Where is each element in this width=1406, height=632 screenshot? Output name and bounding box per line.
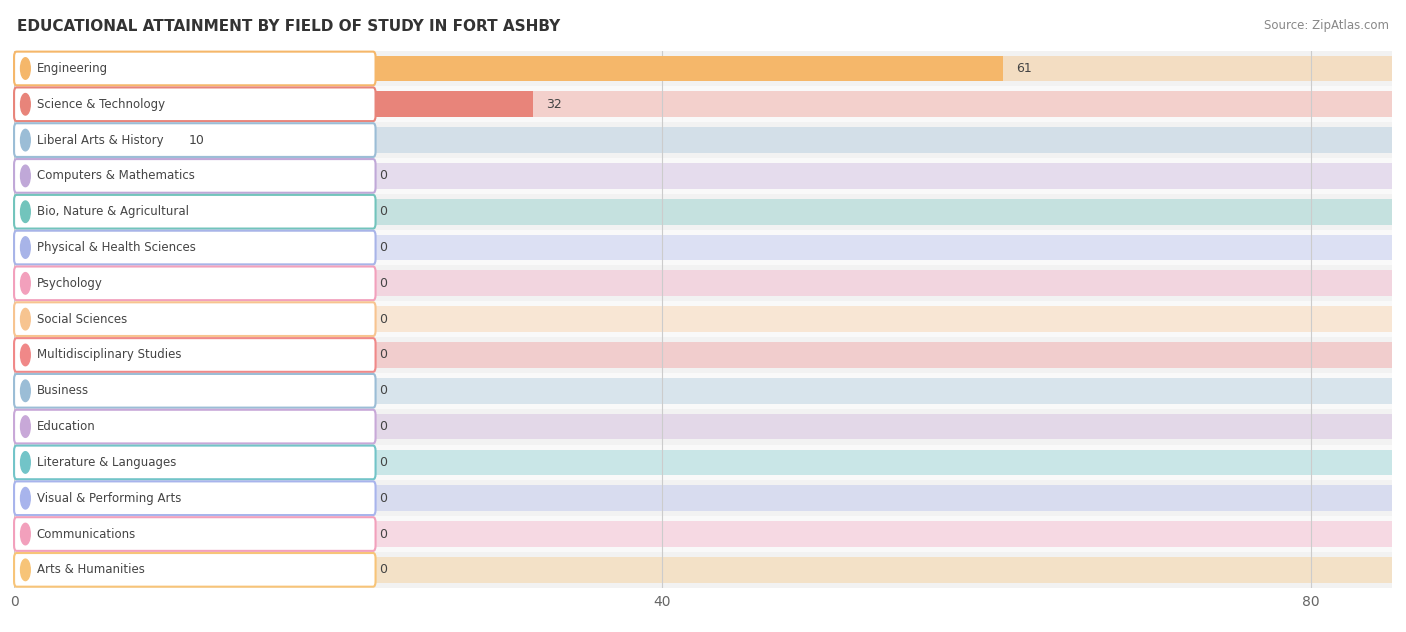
Bar bbox=[14, 92, 1392, 117]
Bar bbox=[14, 516, 1392, 552]
Bar bbox=[14, 449, 1392, 475]
FancyBboxPatch shape bbox=[14, 52, 375, 85]
Circle shape bbox=[21, 416, 31, 437]
Text: Arts & Humanities: Arts & Humanities bbox=[37, 563, 145, 576]
Text: Liberal Arts & History: Liberal Arts & History bbox=[37, 133, 163, 147]
Text: Psychology: Psychology bbox=[37, 277, 103, 290]
FancyBboxPatch shape bbox=[14, 482, 375, 515]
Bar bbox=[14, 127, 176, 153]
Bar bbox=[14, 234, 1392, 260]
Text: 0: 0 bbox=[378, 277, 387, 290]
Bar bbox=[14, 552, 1392, 588]
Text: 0: 0 bbox=[378, 563, 387, 576]
Bar bbox=[14, 163, 1392, 189]
Text: Business: Business bbox=[37, 384, 89, 398]
Bar bbox=[14, 378, 1392, 404]
Text: Visual & Performing Arts: Visual & Performing Arts bbox=[37, 492, 181, 505]
Bar bbox=[14, 158, 1392, 194]
Text: 0: 0 bbox=[378, 348, 387, 362]
Text: Communications: Communications bbox=[37, 528, 136, 540]
Bar bbox=[14, 480, 1392, 516]
Circle shape bbox=[21, 523, 31, 545]
Bar bbox=[14, 122, 1392, 158]
FancyBboxPatch shape bbox=[14, 195, 375, 229]
Text: Source: ZipAtlas.com: Source: ZipAtlas.com bbox=[1264, 19, 1389, 32]
Circle shape bbox=[21, 165, 31, 186]
Bar bbox=[14, 485, 1392, 511]
FancyBboxPatch shape bbox=[14, 446, 375, 479]
Bar bbox=[14, 521, 1392, 547]
Circle shape bbox=[21, 272, 31, 294]
Text: Literature & Languages: Literature & Languages bbox=[37, 456, 176, 469]
Bar bbox=[14, 409, 1392, 444]
Circle shape bbox=[21, 308, 31, 330]
Circle shape bbox=[21, 58, 31, 79]
Circle shape bbox=[21, 201, 31, 222]
Circle shape bbox=[21, 237, 31, 258]
FancyBboxPatch shape bbox=[14, 302, 375, 336]
Bar bbox=[14, 229, 1392, 265]
Text: Science & Technology: Science & Technology bbox=[37, 98, 165, 111]
Text: 61: 61 bbox=[1017, 62, 1032, 75]
Text: 0: 0 bbox=[378, 384, 387, 398]
Bar bbox=[14, 557, 1392, 583]
Text: Computers & Mathematics: Computers & Mathematics bbox=[37, 169, 194, 183]
Circle shape bbox=[21, 452, 31, 473]
Text: 0: 0 bbox=[378, 313, 387, 325]
Text: Social Sciences: Social Sciences bbox=[37, 313, 127, 325]
Text: 0: 0 bbox=[378, 456, 387, 469]
Bar bbox=[14, 414, 1392, 439]
FancyBboxPatch shape bbox=[14, 267, 375, 300]
FancyBboxPatch shape bbox=[14, 87, 375, 121]
Bar bbox=[14, 56, 1002, 82]
Text: EDUCATIONAL ATTAINMENT BY FIELD OF STUDY IN FORT ASHBY: EDUCATIONAL ATTAINMENT BY FIELD OF STUDY… bbox=[17, 19, 560, 34]
FancyBboxPatch shape bbox=[14, 338, 375, 372]
Circle shape bbox=[21, 380, 31, 401]
Text: 0: 0 bbox=[378, 205, 387, 218]
Bar bbox=[14, 444, 1392, 480]
Bar bbox=[14, 127, 1392, 153]
Bar bbox=[14, 342, 1392, 368]
Circle shape bbox=[21, 487, 31, 509]
Text: 0: 0 bbox=[378, 528, 387, 540]
Bar bbox=[14, 301, 1392, 337]
Text: Engineering: Engineering bbox=[37, 62, 108, 75]
Text: Physical & Health Sciences: Physical & Health Sciences bbox=[37, 241, 195, 254]
Circle shape bbox=[21, 130, 31, 151]
Bar bbox=[14, 337, 1392, 373]
Bar bbox=[14, 373, 1392, 409]
FancyBboxPatch shape bbox=[14, 517, 375, 551]
FancyBboxPatch shape bbox=[14, 123, 375, 157]
Circle shape bbox=[21, 94, 31, 115]
Circle shape bbox=[21, 559, 31, 581]
FancyBboxPatch shape bbox=[14, 374, 375, 408]
Text: Bio, Nature & Agricultural: Bio, Nature & Agricultural bbox=[37, 205, 188, 218]
Bar bbox=[14, 92, 533, 117]
Text: Multidisciplinary Studies: Multidisciplinary Studies bbox=[37, 348, 181, 362]
Bar bbox=[14, 56, 1392, 82]
Bar bbox=[14, 87, 1392, 122]
Bar bbox=[14, 51, 1392, 87]
Text: 0: 0 bbox=[378, 169, 387, 183]
Bar bbox=[14, 265, 1392, 301]
Bar bbox=[14, 270, 1392, 296]
FancyBboxPatch shape bbox=[14, 231, 375, 264]
Bar bbox=[14, 199, 1392, 224]
FancyBboxPatch shape bbox=[14, 159, 375, 193]
Text: 32: 32 bbox=[546, 98, 561, 111]
Text: 0: 0 bbox=[378, 492, 387, 505]
Circle shape bbox=[21, 344, 31, 366]
Text: 0: 0 bbox=[378, 420, 387, 433]
Text: 10: 10 bbox=[190, 133, 205, 147]
FancyBboxPatch shape bbox=[14, 553, 375, 586]
Text: Education: Education bbox=[37, 420, 96, 433]
Text: 0: 0 bbox=[378, 241, 387, 254]
Bar bbox=[14, 307, 1392, 332]
FancyBboxPatch shape bbox=[14, 410, 375, 444]
Bar bbox=[14, 194, 1392, 229]
